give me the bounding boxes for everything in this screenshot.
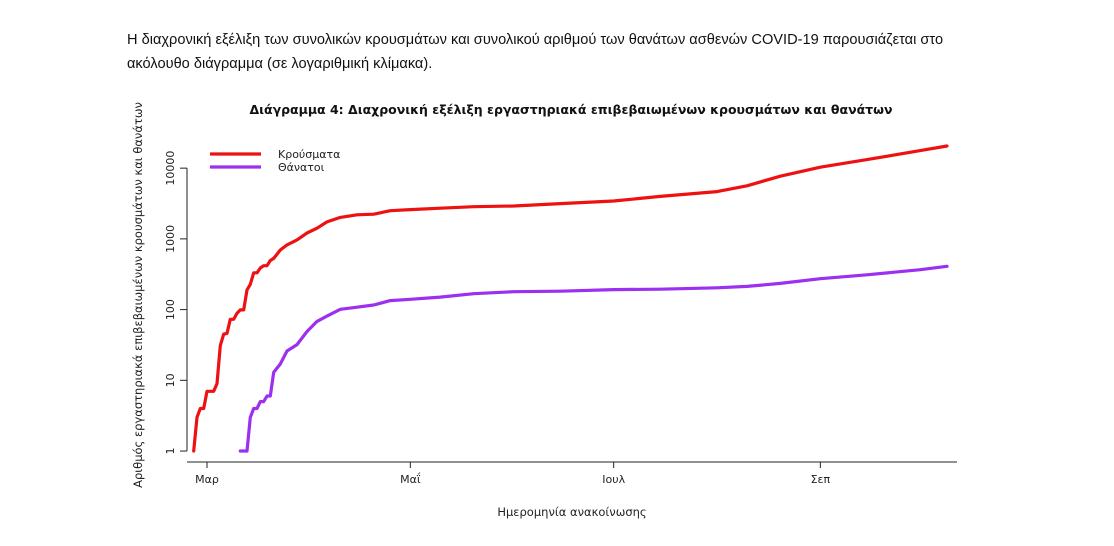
series-line-1 [192,144,949,453]
legend-label: Θάνατοι [278,161,325,174]
y-tick-label: 10 [164,373,177,387]
legend-label: Κρούσματα [278,148,340,161]
chart-title: Διάγραμμα 4: Διαχρονική εξέλιξη εργαστηρ… [249,102,892,117]
intro-paragraph: Η διαχρονική εξέλιξη των συνολικών κρουσ… [127,32,944,72]
x-axis-ticks: Μαρ Μαΐ Ιουλ Σεπ [195,462,830,486]
covid-log-line-chart: Διάγραμμα 4: Διαχρονική εξέλιξη εργαστηρ… [131,102,957,519]
x-tick-label: Μαρ [195,473,219,486]
x-tick-label: Ιουλ [602,473,625,486]
x-axis-label: Ημερομηνία ανακοίνωσης [497,505,646,519]
y-axis-label: Αριθμός εργαστηριακά επιβεβαιωμένων κρου… [131,102,145,488]
series-lines [192,144,949,453]
y-tick-label: 10000 [164,151,177,186]
chart-container: Διάγραμμα 4: Διαχρονική εξέλιξη εργαστηρ… [0,90,1114,546]
x-tick-label: Σεπ [811,473,831,486]
y-tick-label: 1 [164,448,177,455]
y-tick-label: 100 [164,299,177,320]
x-tick-label: Μαΐ [400,472,421,486]
y-axis-ticks: 1 10 100 1000 10000 [164,151,187,455]
series-line-2 [238,264,949,453]
plot-axes [186,168,957,463]
y-tick-label: 1000 [164,225,177,253]
